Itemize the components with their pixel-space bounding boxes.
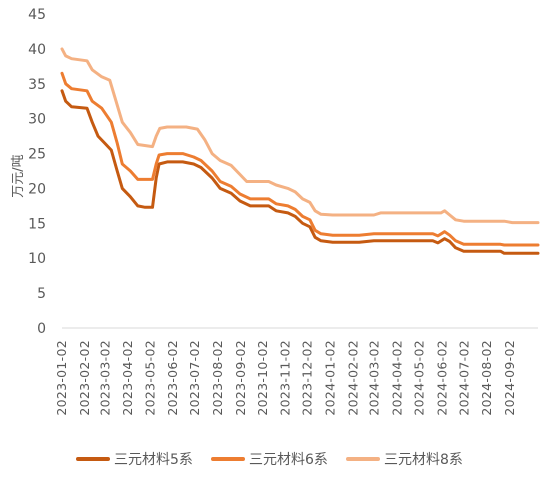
x-tick-label: 2023-07-02 [187, 340, 202, 416]
x-tick-label: 2024-03-02 [367, 340, 382, 416]
y-axis-label: 万元/吨 [11, 154, 26, 197]
x-tick-label: 2023-04-02 [120, 340, 135, 416]
x-tick-label: 2024-02-02 [345, 340, 360, 416]
x-tick-label: 2023-11-02 [278, 340, 293, 416]
x-tick-label: 2023-03-02 [97, 340, 112, 416]
x-tick-label: 2024-04-02 [389, 340, 404, 416]
series-line-2 [60, 71, 540, 247]
x-tick-label: 2023-10-02 [255, 340, 270, 416]
x-tick-label: 2024-01-02 [323, 340, 338, 416]
legend-label-3: 三元材料8系 [384, 452, 463, 468]
legend-label-1: 三元材料5系 [114, 452, 193, 468]
y-tick-label: 15 [28, 216, 46, 232]
x-tick-label: 2023-02-02 [77, 340, 92, 416]
x-tick-label: 2023-01-02 [54, 340, 69, 416]
x-tick-label: 2023-06-02 [165, 340, 180, 416]
y-tick-label: 0 [37, 321, 46, 337]
x-tick-label: 2024-06-02 [434, 340, 449, 416]
y-tick-label: 40 [28, 42, 46, 58]
legend-label-2: 三元材料6系 [249, 452, 328, 468]
y-tick-label: 25 [28, 147, 46, 163]
y-tick-label: 20 [28, 181, 46, 197]
y-tick-label: 35 [28, 77, 46, 93]
y-tick-label: 10 [28, 251, 46, 267]
y-tick-label: 5 [37, 286, 46, 302]
x-tick-label: 2024-07-02 [456, 340, 471, 416]
x-tick-label: 2023-12-02 [300, 340, 315, 416]
y-tick-label: 30 [28, 112, 46, 128]
y-tick-label: 45 [28, 7, 46, 23]
series-line-3 [60, 47, 540, 225]
legend: 三元材料5系 三元材料6系 三元材料8系 [76, 452, 463, 468]
x-tick-label: 2024-05-02 [412, 340, 427, 416]
x-axis-ticks: 2023-01-02 2023-02-02 2023-03-02 2023-04-02… [54, 340, 517, 416]
x-tick-label: 2024-09-02 [502, 340, 517, 416]
x-tick-label: 2023-05-02 [142, 340, 157, 416]
series-lines [60, 47, 540, 255]
x-tick-label: 2023-08-02 [210, 340, 225, 416]
x-tick-label: 2024-08-02 [479, 340, 494, 416]
series-line-1 [60, 89, 540, 255]
y-axis-ticks: 0 5 10 15 20 25 30 35 40 45 [28, 7, 46, 337]
x-tick-label: 2023-09-02 [233, 340, 248, 416]
